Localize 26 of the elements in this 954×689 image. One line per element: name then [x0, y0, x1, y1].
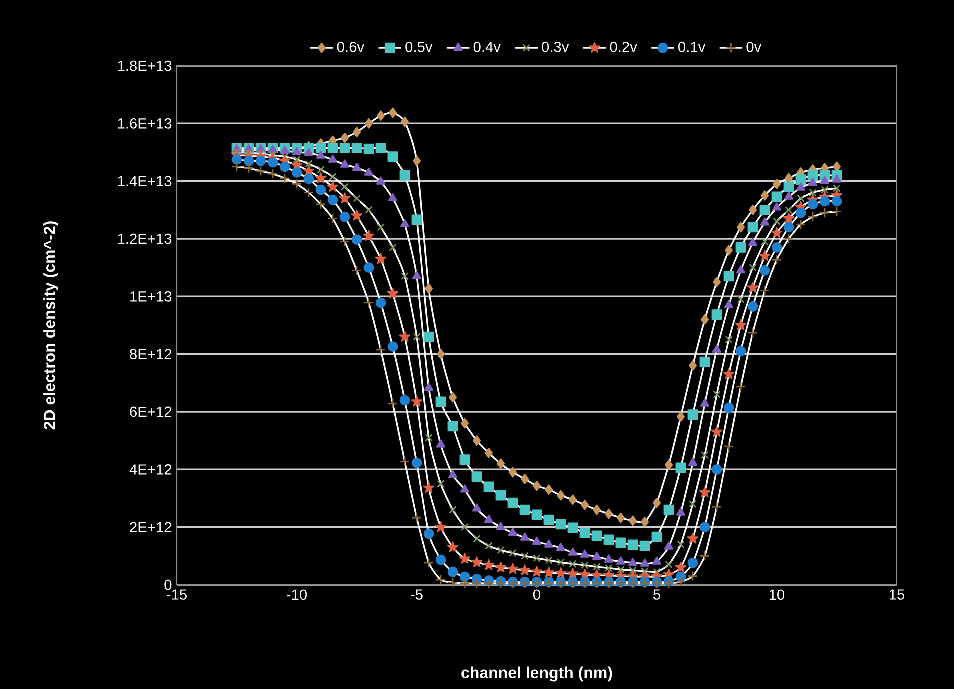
- legend-label: 0.2v: [610, 42, 638, 52]
- x-axis-title: channel length (nm): [462, 666, 612, 682]
- legend-label: 0v: [746, 42, 762, 52]
- x-tick-label: 0: [533, 590, 540, 600]
- y-tick-label: 8E+12: [130, 349, 172, 360]
- y-tick-label: 1.6E+13: [118, 118, 172, 129]
- x-tick-label: -5: [411, 590, 423, 600]
- y-tick-label: 1.8E+13: [118, 60, 172, 72]
- legend-label: 0.6v: [337, 42, 365, 52]
- y-tick-label: 0: [164, 580, 172, 590]
- y-tick-label: 6E+12: [130, 406, 172, 418]
- y-tick-label: 1.2E+13: [118, 234, 172, 244]
- y-tick-label: 4E+12: [130, 464, 172, 475]
- legend-label: 0.1v: [678, 42, 706, 52]
- x-tick-label: 10: [770, 590, 785, 600]
- y-axis-title: 2D electron density (cm^-2): [44, 222, 58, 430]
- x-tick-label: 5: [654, 590, 660, 600]
- x-tick-label: -10: [287, 590, 308, 600]
- y-tick-label: 1E+13: [130, 291, 172, 302]
- legend-label: 0.5v: [406, 42, 433, 52]
- x-tick-label: -15: [167, 590, 187, 600]
- y-tick-label: 2E+12: [130, 522, 172, 532]
- legend-label: 0.4v: [474, 42, 501, 52]
- x-tick-label: 15: [890, 590, 905, 600]
- y-tick-label: 1.4E+13: [118, 176, 172, 187]
- legend-label: 0.3v: [542, 42, 570, 52]
